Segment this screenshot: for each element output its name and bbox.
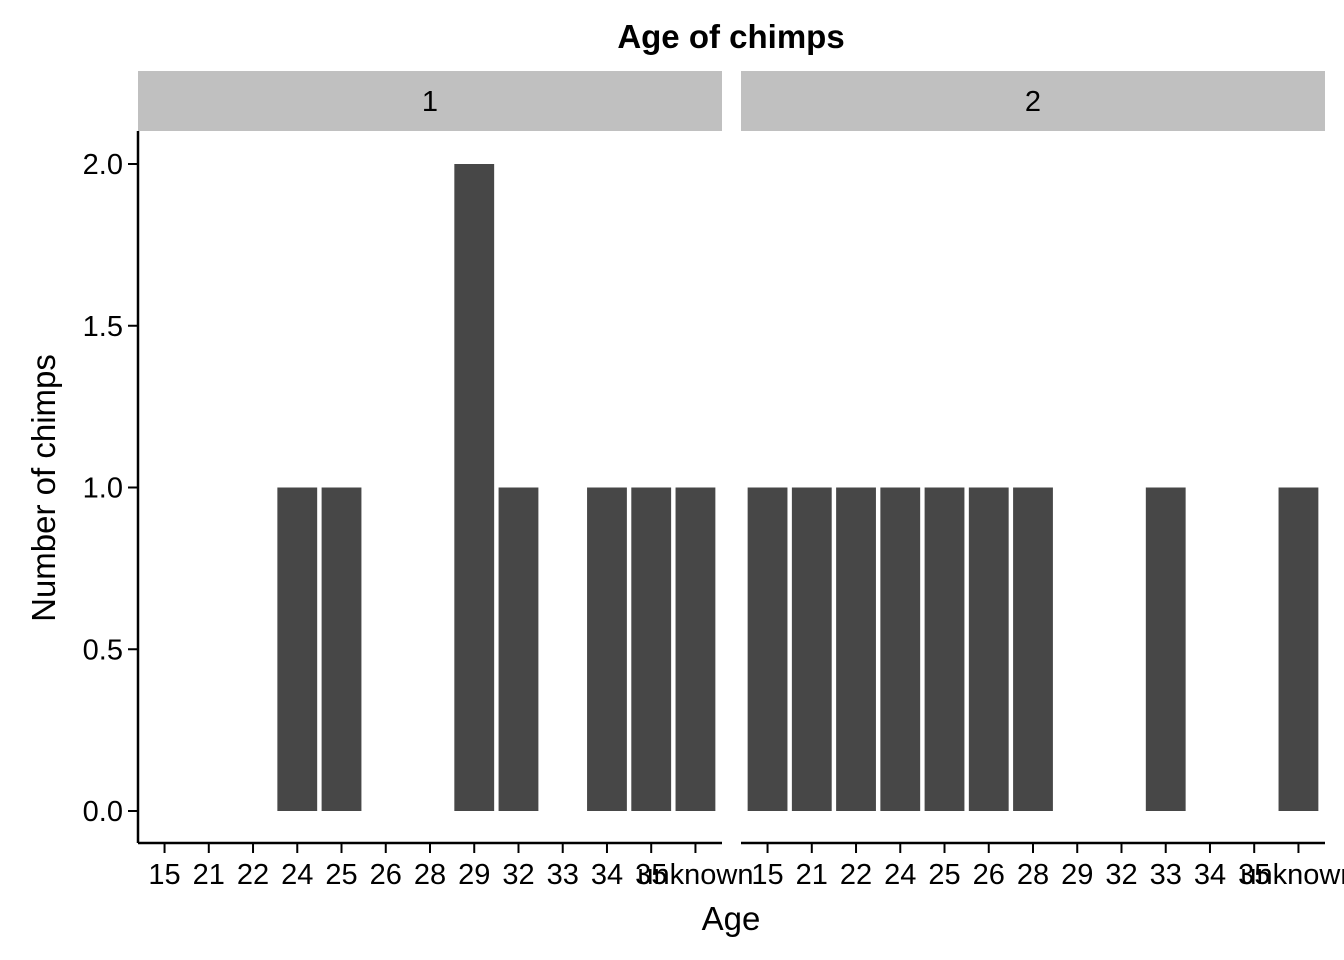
x-tick-label: unknown	[637, 859, 753, 891]
x-tick-label: 29	[458, 859, 490, 891]
bar	[1278, 487, 1319, 811]
facet-strip	[741, 71, 1325, 131]
x-tick-label: 33	[1150, 859, 1182, 891]
bar	[587, 487, 627, 811]
facet-strip-label: 2	[1025, 86, 1041, 118]
bar	[1145, 487, 1186, 811]
x-tick-label: 29	[1061, 859, 1093, 891]
x-tick-label: 22	[840, 859, 872, 891]
bar	[454, 164, 495, 811]
bar	[675, 487, 716, 811]
bar	[321, 487, 362, 811]
bar	[747, 487, 788, 811]
x-tick-label: unknown	[1240, 859, 1344, 891]
x-tick-label: 15	[148, 859, 180, 891]
x-tick-label: 32	[502, 859, 534, 891]
x-tick-label: 25	[928, 859, 960, 891]
x-tick-label: 32	[1105, 859, 1137, 891]
x-axis-title: Age	[702, 900, 761, 937]
bar	[631, 487, 672, 811]
x-tick-label: 24	[884, 859, 916, 891]
x-tick-label: 24	[281, 859, 313, 891]
bar	[1013, 487, 1053, 811]
bar	[968, 487, 1009, 811]
x-tick-label: 21	[193, 859, 225, 891]
y-axis-title: Number of chimps	[25, 354, 62, 622]
x-tick-label: 34	[1194, 859, 1226, 891]
x-tick-label: 33	[547, 859, 579, 891]
x-tick-label: 21	[796, 859, 828, 891]
bar	[277, 487, 318, 811]
bar	[836, 487, 876, 811]
x-tick-label: 26	[370, 859, 402, 891]
y-tick-label: 2.0	[83, 149, 123, 181]
y-tick-label: 0.5	[83, 634, 123, 666]
x-tick-label: 25	[325, 859, 357, 891]
y-tick-label: 1.5	[83, 311, 123, 343]
x-tick-label: 22	[237, 859, 269, 891]
facet-strip-label: 1	[422, 86, 438, 118]
bar	[791, 487, 832, 811]
x-tick-label: 26	[973, 859, 1005, 891]
x-tick-label: 34	[591, 859, 623, 891]
facet-strip	[138, 71, 722, 131]
y-tick-label: 1.0	[83, 473, 123, 505]
chart-title: Age of chimps	[617, 18, 844, 55]
y-tick-label: 0.0	[83, 796, 123, 828]
bar	[880, 487, 921, 811]
x-tick-label: 28	[1017, 859, 1049, 891]
bar	[498, 487, 539, 811]
bar	[924, 487, 965, 811]
x-tick-label: 35	[635, 859, 667, 891]
x-tick-label: 35	[1238, 859, 1270, 891]
x-tick-label: 28	[414, 859, 446, 891]
x-tick-label: 15	[751, 859, 783, 891]
